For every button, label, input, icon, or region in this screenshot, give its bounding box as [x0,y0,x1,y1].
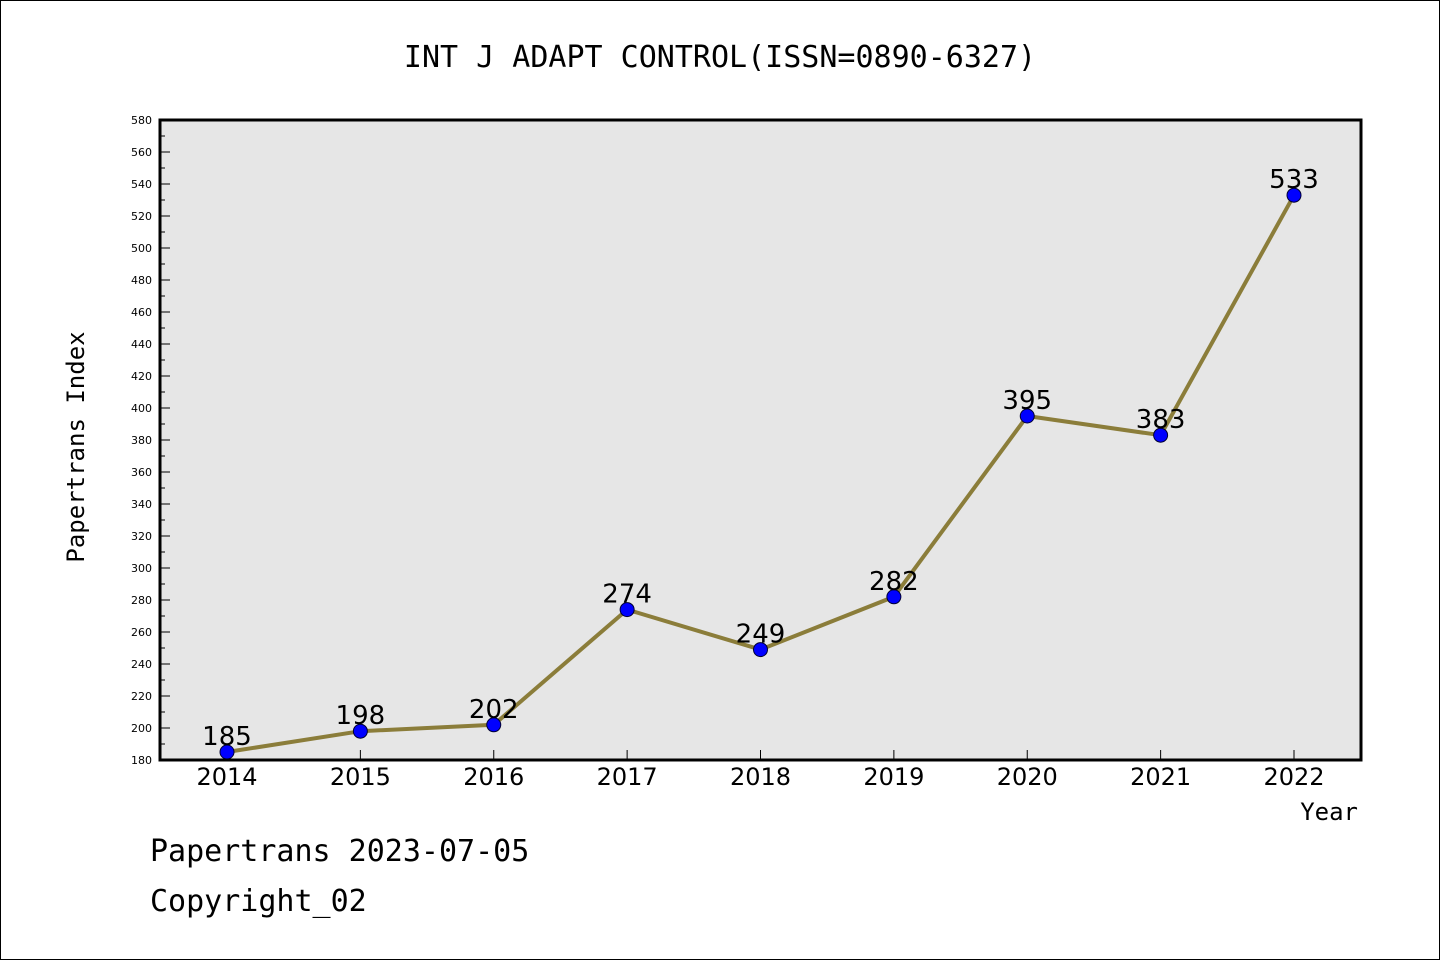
y-tick-label: 580 [131,114,152,127]
plot-area [160,120,1361,760]
y-tick-label: 520 [131,210,152,223]
data-markers [219,187,1302,760]
data-point [1286,187,1302,203]
y-tick-label: 280 [131,594,152,607]
x-tick-label: 2022 [1263,763,1324,791]
data-point [1153,427,1169,443]
y-tick-label: 260 [131,626,152,639]
y-tick-label: 180 [131,754,152,767]
chart-title: INT J ADAPT CONTROL(ISSN=0890-6327) [404,40,1036,75]
y-tick-label: 420 [131,370,152,383]
x-tick-label: 2017 [597,763,658,791]
footer-copyright: Copyright_02 [150,884,367,919]
y-axis: 180 200 220 240 260 280 300 320 340 360 380 400 420 4… [131,114,170,767]
y-tick-label: 200 [131,722,152,735]
y-tick-label: 320 [131,530,152,543]
y-tick-label: 360 [131,466,152,479]
data-label: 533 [1269,165,1319,195]
y-tick-label: 480 [131,274,152,287]
x-tick-label: 2021 [1130,763,1191,791]
y-tick-label: 400 [131,402,152,415]
y-tick-label: 440 [131,338,152,351]
data-label: 202 [469,695,519,725]
data-label: 274 [602,580,652,610]
x-tick-label: 2020 [997,763,1058,791]
x-tick-label: 2015 [330,763,391,791]
y-tick-label: 540 [131,178,152,191]
data-labels: 185 198 202 274 249 282 395 383 533 [202,165,1319,752]
data-point [753,642,768,658]
y-axis-label: Papertrans Index [62,331,90,562]
data-label: 383 [1136,405,1186,435]
y-tick-label: 460 [131,306,152,319]
y-tick-label: 300 [131,562,152,575]
x-tick-label: 2014 [196,763,257,791]
y-tick-label: 220 [131,690,152,703]
x-axis-label: Year [1300,798,1358,826]
y-tick-label: 560 [131,146,152,159]
data-point [619,602,635,618]
data-label: 198 [336,701,386,731]
data-label: 395 [1002,386,1052,416]
x-tick-label: 2016 [463,763,524,791]
data-label: 282 [869,567,919,597]
data-point [352,723,368,739]
plot-border [158,118,1363,762]
y-tick-label: 240 [131,658,152,671]
x-tick-label: 2018 [730,763,791,791]
x-tick-label: 2019 [863,763,924,791]
y-tick-label: 340 [131,498,152,511]
data-label: 185 [202,722,252,752]
x-axis: 2014 2015 2016 2017 2018 2019 2020 2021 2022 [196,750,1325,791]
data-point [1019,408,1035,424]
data-label: 249 [736,620,786,650]
data-point [486,717,502,733]
data-point [886,589,902,605]
y-tick-label: 380 [131,434,152,447]
y-tick-label: 500 [131,242,152,255]
footer-date: Papertrans 2023-07-05 [150,834,530,869]
